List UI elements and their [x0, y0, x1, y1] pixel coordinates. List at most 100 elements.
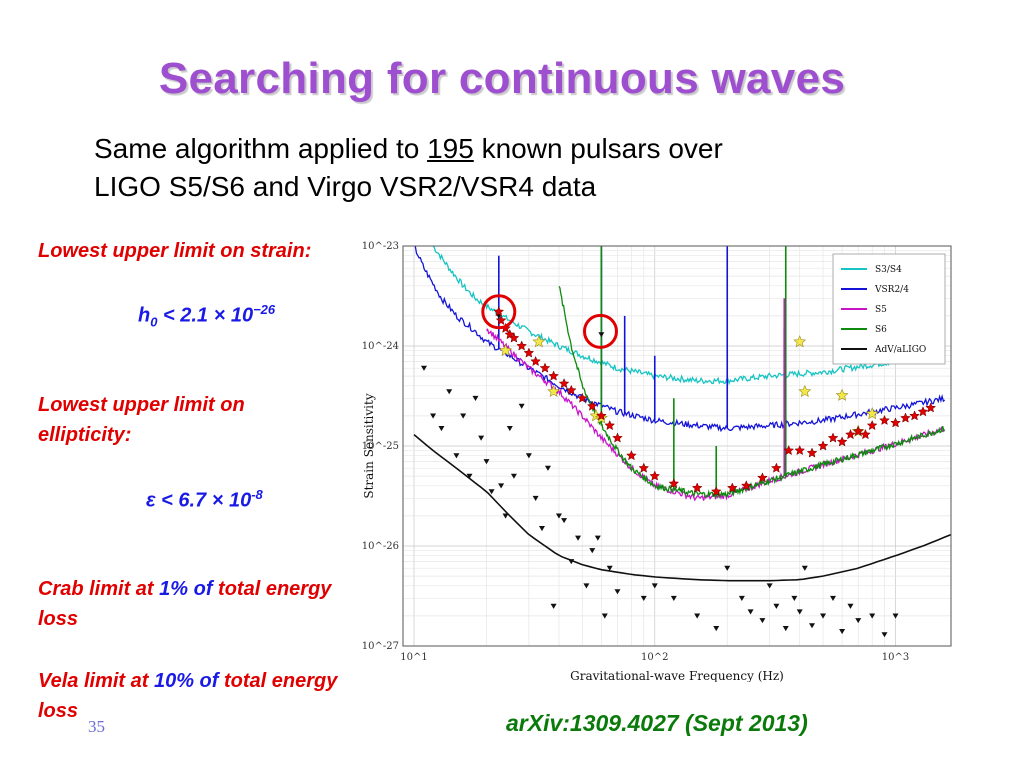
spin-down-limit-marker	[869, 613, 876, 619]
pulsar-limit-star	[649, 470, 661, 481]
spin-down-limit-marker	[839, 628, 846, 635]
spin-down-limit-marker	[606, 565, 613, 571]
pulsar-limit-star	[817, 440, 829, 451]
legend-label: S3/S4	[875, 265, 902, 275]
spin-down-limit-marker	[561, 518, 568, 524]
spin-down-limit-marker	[518, 403, 525, 409]
pulsar-limit-star	[626, 450, 637, 461]
pulsar-limit-star	[783, 444, 795, 456]
subtitle-text-1: Same algorithm applied to	[94, 133, 428, 164]
series-line-s6	[558, 285, 946, 500]
pulsar-limit-star	[794, 444, 806, 456]
pulsar-limit-star	[576, 392, 588, 403]
pulsar-limit-star	[493, 306, 505, 317]
pulsar-limit-star	[548, 370, 560, 381]
legend-label: S5	[875, 305, 887, 315]
plot-frame	[402, 245, 952, 647]
slide-title: Searching for continuous waves	[158, 54, 846, 103]
pulsar-limit-star	[900, 412, 911, 423]
vela-a: Vela limit at	[38, 670, 154, 692]
pulsar-limit-star	[860, 428, 871, 440]
spin-down-limit-marker	[544, 465, 551, 471]
ellipticity-value: ε < 6.7 × 10	[146, 489, 252, 512]
spin-down-limit-marker	[525, 453, 532, 459]
pulsar-limit-star	[558, 378, 570, 389]
spin-down-limit-marker	[594, 535, 601, 541]
spin-down-limit-marker	[538, 525, 545, 532]
spin-down-limit-marker	[820, 613, 827, 619]
legend-label: AdV/aLIGO	[874, 345, 926, 355]
pulsar-limit-star	[845, 428, 856, 440]
subtitle-number: 195	[427, 133, 474, 164]
subtitle-line-2: LIGO S5/S6 and Virgo VSR2/VSR4 data	[94, 171, 597, 202]
spin-down-limit-marker	[766, 583, 773, 589]
pulsar-limit-star	[612, 432, 623, 443]
spin-down-limit-marker	[796, 609, 803, 615]
pulsar-limit-star	[530, 355, 542, 367]
pulsar-limit-star	[668, 478, 680, 489]
pulsar-limit-star	[516, 340, 528, 351]
citation: arXiv:1309.4027 (Sept 2013)	[506, 710, 808, 736]
spin-down-limit-marker	[575, 535, 582, 541]
pulsar-limit-star	[604, 419, 616, 431]
pulsar-limit-star	[827, 432, 839, 443]
y-tick-label: 10^-24	[362, 341, 399, 352]
pulsar-limit-star	[757, 472, 768, 483]
spin-down-limit-marker	[583, 583, 590, 589]
spin-down-limit-marker	[506, 425, 513, 432]
pulsar-limit-star	[925, 402, 937, 413]
y-axis-label: Strain Sensitivity	[362, 393, 376, 498]
series-line-s3-s4	[432, 246, 946, 386]
spin-down-limit-marker	[738, 595, 745, 601]
y-tick-label: 10^-23	[362, 241, 399, 252]
previous-limit-star	[532, 335, 546, 348]
previous-limit-star	[835, 388, 849, 401]
ellipticity-exponent: -8	[251, 487, 263, 502]
pulsar-limit-star	[638, 462, 650, 473]
spin-down-limit-marker	[855, 618, 862, 624]
previous-limit-star	[798, 384, 812, 398]
axes: 10^1 10^2 10^3 10^-27 10^-26 10^-25 10^-24 10^-…	[362, 241, 909, 682]
y-tick-label: 10^-27	[362, 641, 399, 652]
x-tick-label: 10^3	[882, 652, 909, 663]
x-axis-label: Gravitational-wave Frequency (Hz)	[570, 669, 784, 682]
pulsar-limit-star	[836, 436, 848, 447]
strain-heading: Lowest upper limit on strain:	[38, 240, 312, 262]
x-tick-label: 10^2	[641, 652, 668, 663]
crab-a: Crab limit at	[38, 578, 160, 600]
pulsar-limit-star	[866, 419, 878, 431]
spin-down-limit-marker	[830, 595, 837, 601]
spin-down-limit-marker	[498, 483, 505, 489]
spin-down-limit-marker	[589, 548, 596, 554]
marker-layer	[420, 306, 937, 638]
vela-c: total energy loss	[38, 670, 338, 722]
spin-down-limit-marker	[881, 632, 888, 638]
spin-down-limit-marker	[466, 473, 473, 479]
spin-down-limit-marker	[532, 495, 539, 501]
spin-down-limit-marker	[430, 413, 437, 419]
spin-down-limit-marker	[601, 613, 608, 619]
y-tick-label: 10^-25	[362, 441, 399, 452]
ellipticity-formula: ε < 6.7 × 10-8	[146, 487, 263, 513]
spin-down-limit-marker	[782, 625, 789, 632]
spin-down-limit-marker	[555, 513, 562, 519]
highlight-circle	[582, 313, 618, 349]
strain-formula: h0 < 2.1 × 10−26	[138, 302, 275, 330]
spin-down-limit-marker	[773, 603, 780, 609]
pulsar-limit-star	[770, 462, 782, 473]
y-tick-label: 10^-26	[362, 541, 399, 552]
spin-down-limit-marker	[502, 513, 509, 519]
spin-down-limit-marker	[568, 559, 575, 565]
pulsar-limit-star	[495, 314, 507, 326]
pulsar-limit-star	[539, 362, 551, 373]
pulsar-limit-star	[879, 414, 890, 426]
strain-value: < 2.1 × 10	[157, 304, 254, 327]
crab-limit-text: Crab limit at 1% of total energy loss	[38, 574, 348, 634]
spin-down-limit-marker	[694, 613, 701, 619]
legend-label: VSR2/4	[874, 285, 909, 295]
spin-down-limit-marker	[446, 389, 453, 395]
pulsar-limit-star	[691, 482, 703, 493]
pulsar-limit-star	[806, 447, 818, 458]
spin-down-limit-marker	[791, 595, 798, 601]
ellipticity-heading: Lowest upper limit on ellipticity:	[38, 394, 245, 446]
